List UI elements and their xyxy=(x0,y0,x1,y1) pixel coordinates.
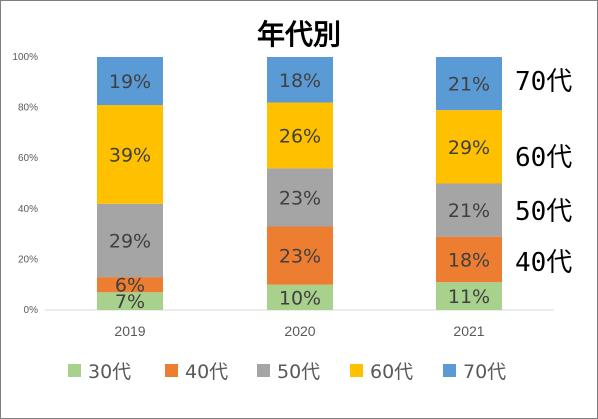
data-label: 18% xyxy=(448,249,490,271)
bar-segment xyxy=(436,110,502,184)
x-tick-label: 2019 xyxy=(114,323,145,339)
side-annotation: 60代 xyxy=(515,143,572,173)
data-label: 21% xyxy=(448,74,490,96)
data-label: 19% xyxy=(109,71,151,93)
legend-swatch xyxy=(443,364,456,377)
y-tick-label: 40% xyxy=(18,204,38,215)
legend: 30代 40代 50代 60代 70代 xyxy=(68,361,506,383)
data-label: 23% xyxy=(279,187,321,209)
bar-segment xyxy=(97,203,163,278)
legend-swatch xyxy=(68,364,81,377)
bar-segment xyxy=(97,105,163,204)
data-label: 10% xyxy=(279,287,321,309)
side-annotation: 70代 xyxy=(515,67,572,97)
legend-swatch xyxy=(257,364,270,377)
y-tick-label: 20% xyxy=(18,254,38,265)
legend-swatch xyxy=(350,364,363,377)
y-tick-label: 100% xyxy=(12,52,38,63)
bar-segment xyxy=(436,57,502,111)
data-label: 18% xyxy=(279,70,321,92)
legend-swatch xyxy=(165,364,178,377)
data-label: 39% xyxy=(109,144,151,166)
bar-segment xyxy=(97,57,163,106)
bar-segment xyxy=(267,168,333,227)
y-axis: 0% 20% 40% 60% 80% 100% xyxy=(12,52,38,316)
legend-label: 30代 xyxy=(88,361,131,383)
bar-segment xyxy=(97,292,163,310)
data-label: 26% xyxy=(279,125,321,147)
bar-segment xyxy=(97,277,163,293)
data-label: 23% xyxy=(279,246,321,268)
y-tick-label: 60% xyxy=(18,153,38,164)
legend-label: 70代 xyxy=(463,361,506,383)
data-label: 29% xyxy=(448,137,490,159)
bar-segment xyxy=(267,226,333,285)
y-tick-label: 80% xyxy=(18,103,38,114)
side-annotations: 70代 60代 50代 40代 xyxy=(515,67,572,278)
bar-segment xyxy=(267,102,333,169)
side-annotation: 50代 xyxy=(515,197,572,227)
x-tick-label: 2021 xyxy=(453,323,484,339)
bar-segment xyxy=(267,284,333,310)
data-label: 7% xyxy=(115,291,145,313)
x-axis-ticks: 2019 2020 2021 xyxy=(114,323,484,339)
side-annotation: 40代 xyxy=(515,248,572,278)
bar-segment xyxy=(267,57,333,103)
data-label: 21% xyxy=(448,200,490,222)
data-label: 29% xyxy=(109,230,151,252)
bar-segment xyxy=(436,282,502,310)
bar-segment xyxy=(436,183,502,237)
legend-label: 50代 xyxy=(277,361,320,383)
legend-label: 40代 xyxy=(185,361,228,383)
legend-label: 60代 xyxy=(370,361,413,383)
data-label: 11% xyxy=(448,286,490,308)
y-tick-label: 0% xyxy=(24,305,39,316)
bars: 7%6% 29% 39% 19% 10% 23% 23% 26% 18% 11% 18% 21% 29%… xyxy=(97,57,502,313)
data-label: 6% xyxy=(115,275,145,297)
x-tick-label: 2020 xyxy=(284,323,315,339)
chart-title: 年代別 xyxy=(257,18,341,51)
bar-segment xyxy=(436,236,502,283)
